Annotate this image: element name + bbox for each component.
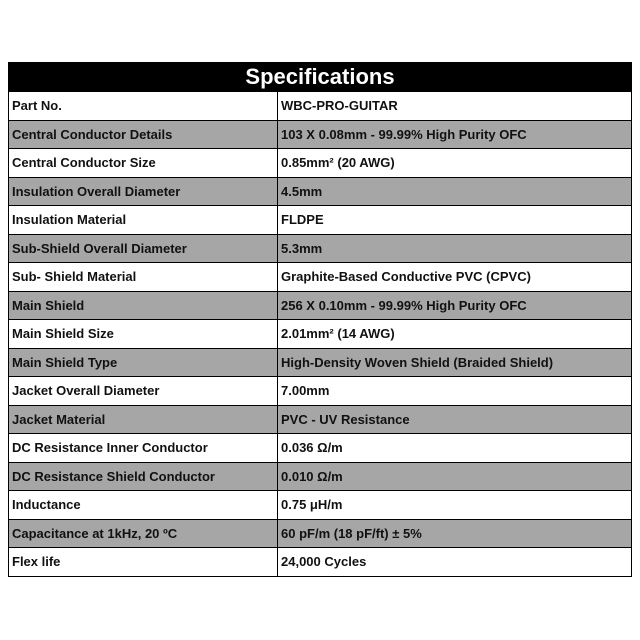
spec-table-wrap: Specifications Part No. WBC-PRO-GUITAR Cen… [8, 62, 632, 577]
spec-row: DC Resistance Shield Conductor 0.010 Ω/m [8, 461, 632, 491]
spec-row: Jacket Overall Diameter 7.00mm [8, 376, 632, 406]
spec-label: Main Shield Size [8, 319, 278, 349]
spec-label: Jacket Overall Diameter [8, 376, 278, 406]
spec-row: Main Shield Type High-Density Woven Shiel… [8, 347, 632, 377]
spec-label: Sub- Shield Material [8, 262, 278, 292]
spec-label: Capacitance at 1kHz, 20 ºC [8, 518, 278, 548]
spec-row: Jacket Material PVC - UV Resistance [8, 404, 632, 434]
spec-label: Insulation Material [8, 205, 278, 235]
spec-value: 103 X 0.08mm - 99.99% High Purity OFC [277, 119, 632, 149]
spec-value: 60 pF/m (18 pF/ft) ± 5% [277, 518, 632, 548]
spec-label: Central Conductor Size [8, 148, 278, 178]
table-title: Specifications [8, 62, 632, 92]
spec-value: PVC - UV Resistance [277, 404, 632, 434]
spec-value: WBC-PRO-GUITAR [277, 91, 632, 121]
spec-value: 24,000 Cycles [277, 547, 632, 577]
spec-label: Part No. [8, 91, 278, 121]
spec-value: 4.5mm [277, 176, 632, 206]
spec-row: Main Shield Size 2.01mm² (14 AWG) [8, 319, 632, 349]
spec-value: FLDPE [277, 205, 632, 235]
spec-row: Sub-Shield Overall Diameter 5.3mm [8, 233, 632, 263]
spec-row: Central Conductor Details 103 X 0.08mm - … [8, 119, 632, 149]
spec-label: Inductance [8, 490, 278, 520]
spec-label: Central Conductor Details [8, 119, 278, 149]
spec-value: 7.00mm [277, 376, 632, 406]
spec-table: Specifications Part No. WBC-PRO-GUITAR Cen… [8, 62, 632, 577]
spec-value: 256 X 0.10mm - 99.99% High Purity OFC [277, 290, 632, 320]
spec-label: DC Resistance Inner Conductor [8, 433, 278, 463]
spec-row: Insulation Material FLDPE [8, 205, 632, 235]
spec-row: Part No. WBC-PRO-GUITAR [8, 91, 632, 121]
spec-value: 0.85mm² (20 AWG) [277, 148, 632, 178]
spec-row: Inductance 0.75 μH/m [8, 490, 632, 520]
spec-row: Central Conductor Size 0.85mm² (20 AWG) [8, 148, 632, 178]
spec-row: Capacitance at 1kHz, 20 ºC 60 pF/m (18 pF… [8, 518, 632, 548]
spec-label: DC Resistance Shield Conductor [8, 461, 278, 491]
spec-value: 0.010 Ω/m [277, 461, 632, 491]
table-body: Part No. WBC-PRO-GUITAR Central Conductor … [8, 91, 632, 577]
spec-label: Flex life [8, 547, 278, 577]
spec-label: Main Shield Type [8, 347, 278, 377]
spec-row: Insulation Overall Diameter 4.5mm [8, 176, 632, 206]
spec-value: 0.036 Ω/m [277, 433, 632, 463]
spec-value: 2.01mm² (14 AWG) [277, 319, 632, 349]
spec-label: Jacket Material [8, 404, 278, 434]
spec-value: 0.75 μH/m [277, 490, 632, 520]
spec-value: 5.3mm [277, 233, 632, 263]
spec-label: Main Shield [8, 290, 278, 320]
spec-row: Sub- Shield Material Graphite-Based Condu… [8, 262, 632, 292]
header-row: Specifications [8, 62, 632, 92]
spec-label: Insulation Overall Diameter [8, 176, 278, 206]
spec-label: Sub-Shield Overall Diameter [8, 233, 278, 263]
spec-value: High-Density Woven Shield (Braided Shiel… [277, 347, 632, 377]
spec-row: DC Resistance Inner Conductor 0.036 Ω/m [8, 433, 632, 463]
spec-value: Graphite-Based Conductive PVC (CPVC) [277, 262, 632, 292]
spec-row: Flex life 24,000 Cycles [8, 547, 632, 577]
spec-row: Main Shield 256 X 0.10mm - 99.99% High Pu… [8, 290, 632, 320]
